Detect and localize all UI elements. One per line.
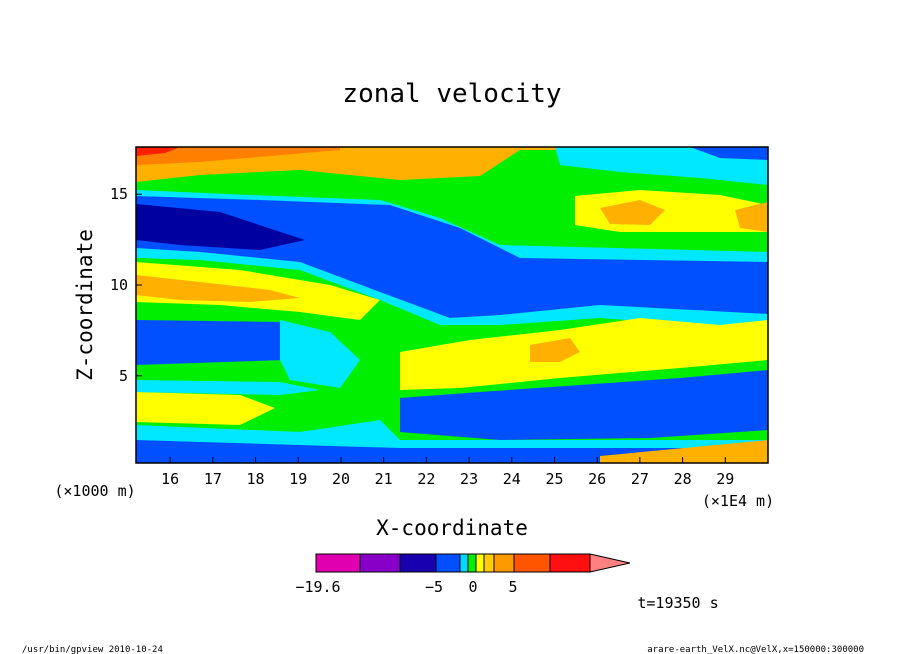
right-upper-blue (690, 147, 768, 160)
x-tick-label: 20 (332, 470, 350, 488)
y-tick-label: 5 (119, 367, 128, 385)
x-tick-label: 29 (716, 470, 734, 488)
lower-blue-jet (400, 370, 768, 440)
x-tick-label: 21 (375, 470, 393, 488)
y-tick-label: 15 (110, 185, 128, 203)
upper-blue-core (136, 196, 768, 318)
plot-frame (135, 146, 769, 464)
colorbar-swatch (359, 553, 401, 573)
colorbar-label-neg5: −5 (425, 578, 443, 596)
lower-orange-eddy (530, 338, 580, 362)
colorbar-swatch (467, 553, 477, 573)
x-tick-label: 19 (289, 470, 307, 488)
colorbar-swatch (483, 553, 495, 573)
mid-orange-band (136, 275, 300, 302)
bottom-right-warm (600, 440, 768, 463)
colorbar-swatch (513, 553, 551, 573)
x-tick-label: 22 (417, 470, 435, 488)
top-orange-band (136, 147, 340, 165)
colorbar-swatch (549, 553, 591, 573)
top-red-core (136, 147, 180, 156)
footer-right: arare-earth_VelX.nc@VelX,x=150000:300000 (647, 645, 864, 654)
colorbar-swatch (459, 553, 469, 573)
x-tick-label: 17 (204, 470, 222, 488)
colorbar-extend-triangle (589, 553, 631, 573)
x-tick-label: 24 (503, 470, 521, 488)
upper-deep-blue (136, 204, 305, 250)
colorbar-label-5: 5 (508, 578, 517, 596)
y-unit-label: (×1000 m) (54, 482, 135, 500)
lower-cyan-patch (280, 320, 360, 388)
plot-area (136, 147, 768, 463)
x-tick-label: 23 (460, 470, 478, 488)
colorbar-labels: −19.6 −5 0 5 (295, 578, 517, 596)
lower-blue-left (136, 320, 285, 365)
lower-yellow-right (400, 318, 768, 390)
y-axis-label: Z-coordinate (73, 229, 97, 381)
x-tick-label: 18 (247, 470, 265, 488)
bottom-left-yellow (136, 392, 275, 425)
right-orange-eddy-1 (600, 200, 665, 225)
lower-left-cyan (136, 380, 320, 395)
x-tick-label: 25 (545, 470, 563, 488)
chart-title: zonal velocity (342, 79, 561, 109)
x-tick-label: 28 (674, 470, 692, 488)
x-axis-label: X-coordinate (376, 516, 528, 540)
y-axis-ticks: 5 10 15 (110, 185, 142, 385)
x-axis-ticks: 16 17 18 19 20 21 22 23 24 25 26 27 28 29 (161, 457, 734, 488)
colorbar-swatch (493, 553, 515, 573)
x-unit-label: (×1E4 m) (702, 492, 774, 510)
x-tick-label: 16 (161, 470, 179, 488)
x-tick-label: 26 (588, 470, 606, 488)
y-tick-label: 10 (110, 276, 128, 294)
colorbar-label-zero: 0 (468, 578, 477, 596)
x-tick-label: 27 (631, 470, 649, 488)
colorbar (315, 553, 631, 573)
right-orange-eddy-2 (735, 202, 768, 232)
top-warm-region (136, 147, 768, 182)
time-label: t=19350 s (637, 594, 718, 612)
colorbar-swatch (475, 553, 485, 573)
colorbar-swatch (399, 553, 437, 573)
right-upper-cyan (555, 147, 768, 185)
footer-left: /usr/bin/gpview 2010-10-24 (22, 645, 163, 654)
colorbar-swatch (435, 553, 461, 573)
colorbar-label-min: −19.6 (295, 578, 340, 596)
colorbar-swatch (315, 553, 361, 573)
